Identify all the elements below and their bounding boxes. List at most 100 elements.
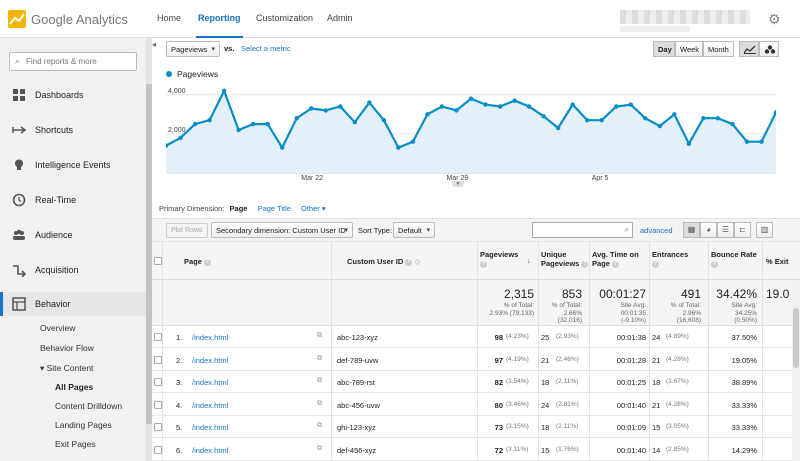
sidebar-sub-all-pages[interactable]: All Pages: [55, 382, 94, 392]
table-scrollbar[interactable]: [792, 280, 800, 461]
collapse-sidebar-icon[interactable]: ◂: [152, 40, 157, 49]
data-point[interactable]: [744, 139, 750, 144]
data-point[interactable]: [221, 88, 227, 94]
data-point[interactable]: [381, 118, 387, 123]
open-external-icon[interactable]: ⧉: [317, 332, 322, 339]
help-icon[interactable]: ?: [480, 260, 487, 268]
sort-type-select[interactable]: Default ▾: [393, 222, 435, 238]
page-link[interactable]: /index.html: [192, 378, 229, 387]
data-point[interactable]: [279, 145, 285, 150]
data-point[interactable]: [439, 104, 445, 109]
data-point[interactable]: [250, 121, 256, 127]
select-all-checkbox[interactable]: [154, 257, 162, 265]
data-point[interactable]: [178, 135, 183, 140]
col-pageviews[interactable]: Pageviews?: [480, 250, 536, 268]
data-point[interactable]: [599, 118, 604, 123]
month-button[interactable]: Month: [703, 41, 734, 57]
open-external-icon[interactable]: ⧉: [317, 444, 322, 452]
data-point[interactable]: [265, 121, 270, 127]
col-exit[interactable]: % Exit: [766, 257, 789, 266]
table-view-button[interactable]: ▦: [683, 222, 700, 238]
page-link[interactable]: /index.html: [192, 423, 229, 432]
row-checkbox[interactable]: [154, 333, 162, 341]
pivot-view-button[interactable]: ▥: [756, 222, 773, 238]
data-point[interactable]: [614, 104, 619, 109]
line-chart-button[interactable]: [739, 41, 759, 57]
help-icon[interactable]: ?: [711, 260, 718, 268]
table-row[interactable]: 6. /index.html ⧉ def-456-xyz 72 (3.11%) 15 (1.7…: [152, 438, 800, 461]
data-point[interactable]: [541, 114, 546, 119]
sidebar-item-dashboards[interactable]: Dashboards: [0, 83, 146, 107]
data-point[interactable]: [396, 145, 401, 150]
google-analytics-logo[interactable]: Google Analytics: [8, 9, 128, 29]
table-row[interactable]: 3. /index.html ⧉ abc-789-rst 82 (3.54%) 18 (2.1…: [152, 371, 800, 393]
data-point[interactable]: [166, 143, 169, 148]
page-link[interactable]: /index.html: [192, 445, 229, 455]
select-metric-link[interactable]: Select a metric: [241, 44, 291, 53]
data-point[interactable]: [367, 100, 372, 105]
performance-view-button[interactable]: ☰: [717, 222, 734, 238]
sidebar-sub-overview[interactable]: Overview: [40, 323, 76, 333]
table-row[interactable]: 2. /index.html ⧉ def-789-uvw 97 (4.19%) 21 (2.4…: [152, 348, 800, 371]
sidebar-sub-landing-pages[interactable]: Landing Pages: [55, 420, 112, 430]
table-search-input[interactable]: ⌕: [532, 222, 633, 238]
topnav-admin[interactable]: Admin: [327, 13, 353, 23]
col-avg-time[interactable]: Avg. Time on Page ?: [592, 250, 650, 268]
sidebar-sub-site-content[interactable]: ▾ Site Content: [40, 363, 94, 373]
gear-icon[interactable]: ⚙: [768, 11, 781, 27]
page-link[interactable]: /index.html: [192, 333, 229, 342]
row-checkbox[interactable]: [154, 378, 162, 386]
data-point[interactable]: [454, 108, 459, 113]
help-icon[interactable]: ?: [204, 258, 212, 266]
col-bounce-rate[interactable]: Bounce Rate?: [711, 250, 759, 268]
help-icon[interactable]: ?: [405, 258, 413, 266]
col-unique-pageviews[interactable]: Unique Pageviews ?: [541, 250, 589, 268]
sidebar-sub-content-drilldown[interactable]: Content Drilldown: [55, 401, 123, 411]
data-point[interactable]: [555, 125, 561, 131]
data-point[interactable]: [730, 121, 735, 127]
open-external-icon[interactable]: ⧉: [317, 354, 322, 362]
sidebar-scrollbar-thumb[interactable]: [146, 84, 152, 424]
data-point[interactable]: [192, 121, 198, 127]
dimension-other[interactable]: Other ▾: [301, 204, 326, 213]
data-point[interactable]: [294, 116, 299, 121]
data-point[interactable]: [773, 110, 776, 115]
day-button[interactable]: Day: [653, 41, 675, 57]
data-point[interactable]: [526, 104, 532, 109]
dimension-page[interactable]: Page: [229, 204, 248, 213]
table-row[interactable]: 1. /index.html ⧉ abc-123-xyz 98 (4.23%) 25 (2.9…: [152, 326, 800, 348]
data-point[interactable]: [323, 108, 328, 113]
data-point[interactable]: [759, 139, 764, 144]
table-row[interactable]: 5. /index.html ⧉ ghi-123-xyz 73 (3.15%) 18 (2.1…: [152, 416, 800, 438]
data-point[interactable]: [657, 123, 663, 129]
topnav-reporting[interactable]: Reporting: [196, 13, 242, 38]
pie-view-button[interactable]: ◕: [700, 222, 717, 238]
help-icon[interactable]: ?: [581, 260, 589, 268]
topnav-home[interactable]: Home: [157, 13, 182, 23]
row-checkbox[interactable]: [154, 400, 162, 409]
data-point[interactable]: [672, 112, 677, 117]
sidebar-item-audience[interactable]: Audience: [0, 223, 146, 247]
table-scrollbar-thumb[interactable]: [793, 308, 799, 368]
col-custom-user-id[interactable]: Custom User ID ? ◇: [347, 257, 420, 266]
sort-toggle-icon[interactable]: ◇: [414, 257, 421, 266]
page-link[interactable]: /index.html: [192, 400, 229, 410]
dimension-page-title[interactable]: Page Title: [257, 204, 291, 213]
data-point[interactable]: [570, 102, 575, 107]
data-point[interactable]: [352, 119, 358, 125]
data-point[interactable]: [338, 104, 343, 109]
data-point[interactable]: [701, 116, 706, 121]
data-point[interactable]: [425, 112, 430, 117]
pageviews-line-chart[interactable]: 4,000 2,000 Mar 22 Mar 29 Apr 5: [166, 81, 776, 181]
help-icon[interactable]: ?: [652, 260, 659, 268]
data-point[interactable]: [497, 104, 503, 109]
report-search-box[interactable]: ⌕: [9, 52, 137, 71]
chart-collapse-handle[interactable]: ▼: [452, 181, 464, 187]
sidebar-item-behavior[interactable]: Behavior: [0, 292, 146, 316]
sidebar-sub-behavior-flow[interactable]: Behavior Flow: [40, 343, 94, 353]
advanced-filter-link[interactable]: advanced: [640, 226, 673, 235]
comparison-view-button[interactable]: ⊏: [734, 222, 751, 238]
page-link[interactable]: /index.html: [192, 355, 229, 365]
sidebar-sub-exit-pages[interactable]: Exit Pages: [55, 439, 96, 449]
metric-select[interactable]: Pageviews ▾: [166, 41, 220, 57]
